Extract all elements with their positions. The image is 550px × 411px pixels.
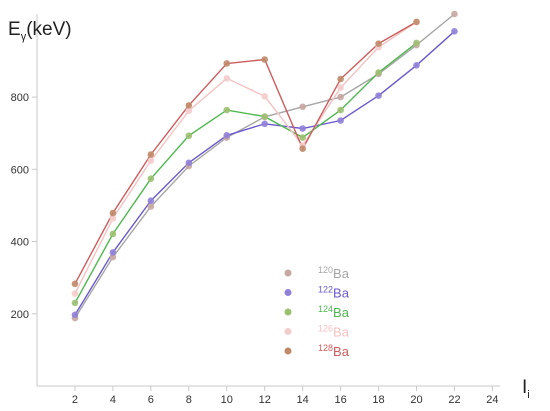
data-point-126ba bbox=[109, 215, 117, 222]
data-point-120ba bbox=[147, 203, 155, 210]
data-point-126ba bbox=[261, 93, 269, 100]
x-tick-label: 12 bbox=[259, 394, 271, 406]
data-point-124ba bbox=[223, 106, 231, 114]
data-point-126ba bbox=[71, 290, 79, 297]
legend: 120Ba 122Ba 124Ba 126Ba 128Ba bbox=[284, 265, 350, 359]
series-line-124ba bbox=[74, 42, 417, 304]
data-point-122ba bbox=[147, 197, 155, 205]
series-line-128ba bbox=[74, 21, 417, 285]
data-point-122ba bbox=[451, 28, 458, 35]
data-point-126ba bbox=[147, 157, 155, 164]
y-tick-label: 200 bbox=[11, 309, 29, 321]
data-point-126ba bbox=[185, 107, 193, 115]
x-tick-label: 18 bbox=[372, 394, 384, 406]
data-point-120ba bbox=[451, 10, 458, 18]
x-tick-label: 4 bbox=[110, 394, 116, 406]
y-axis-label: Eγ(keV) bbox=[8, 19, 72, 43]
legend-entry: 124Ba bbox=[318, 304, 350, 320]
data-point-122ba bbox=[299, 125, 306, 132]
data-point-122ba bbox=[375, 92, 382, 99]
legend-entry: 122Ba bbox=[318, 285, 350, 301]
y-tick-label: 400 bbox=[11, 237, 29, 249]
data-point-124ba bbox=[261, 113, 269, 120]
legend-marker bbox=[284, 269, 292, 277]
legend-marker bbox=[284, 308, 292, 316]
x-tick-label: 24 bbox=[486, 394, 498, 406]
legend-entry: 128Ba bbox=[318, 343, 350, 359]
y-tick-label: 600 bbox=[11, 164, 29, 176]
data-point-128ba bbox=[147, 151, 155, 158]
data-point-126ba bbox=[337, 84, 344, 91]
series-line-122ba bbox=[74, 30, 455, 316]
x-tick-label: 22 bbox=[448, 394, 460, 406]
x-tick-label: 2 bbox=[72, 394, 78, 406]
data-point-122ba bbox=[413, 61, 420, 69]
x-axis-label: Ii bbox=[522, 377, 530, 401]
data-point-128ba bbox=[375, 40, 382, 47]
data-point-122ba bbox=[71, 311, 79, 319]
data-point-124ba bbox=[147, 175, 155, 182]
data-point-122ba bbox=[185, 159, 193, 167]
data-point-122ba bbox=[337, 117, 344, 124]
x-tick-label: 8 bbox=[186, 394, 192, 406]
legend-entry: 120Ba bbox=[318, 265, 350, 281]
data-point-128ba bbox=[109, 209, 117, 217]
y-tick-label: 800 bbox=[11, 92, 29, 104]
data-point-122ba bbox=[109, 249, 117, 256]
data-point-122ba bbox=[261, 120, 269, 128]
data-point-128ba bbox=[413, 18, 420, 26]
data-point-122ba bbox=[223, 132, 231, 139]
x-tick-label: 14 bbox=[297, 394, 309, 406]
data-point-124ba bbox=[71, 299, 79, 307]
data-point-128ba bbox=[223, 60, 231, 67]
data-point-124ba bbox=[413, 39, 420, 47]
data-point-124ba bbox=[337, 106, 344, 114]
data-point-126ba bbox=[223, 74, 231, 82]
x-tick-label: 10 bbox=[221, 394, 233, 406]
series-points bbox=[71, 10, 458, 322]
data-point-120ba bbox=[299, 103, 306, 111]
legend-marker bbox=[284, 289, 292, 296]
data-point-124ba bbox=[375, 69, 382, 76]
x-tick-label: 6 bbox=[148, 394, 154, 406]
data-point-128ba bbox=[337, 75, 344, 83]
data-point-128ba bbox=[261, 56, 269, 63]
legend-marker bbox=[284, 328, 292, 335]
legend-marker bbox=[284, 347, 292, 355]
x-tick-label: 16 bbox=[334, 394, 346, 406]
data-point-128ba bbox=[185, 102, 193, 109]
legend-entry: 126Ba bbox=[318, 324, 350, 340]
x-tick-label: 20 bbox=[410, 394, 422, 406]
series-line-126ba bbox=[74, 21, 417, 294]
data-point-120ba bbox=[337, 93, 344, 101]
data-point-124ba bbox=[299, 134, 306, 141]
data-point-124ba bbox=[185, 132, 193, 140]
data-point-128ba bbox=[71, 280, 79, 288]
data-point-128ba bbox=[299, 145, 306, 153]
data-point-124ba bbox=[109, 230, 117, 238]
data-point-120ba bbox=[109, 253, 117, 261]
